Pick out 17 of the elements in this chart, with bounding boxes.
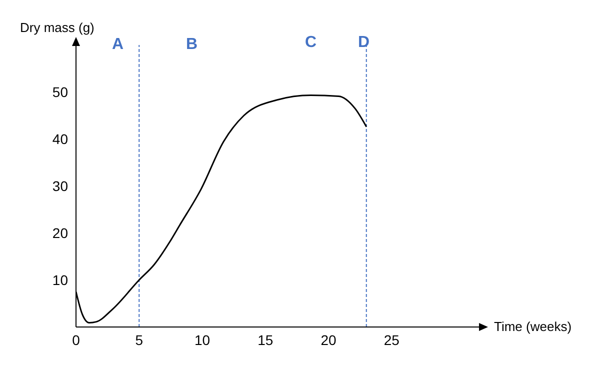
annotation: A xyxy=(112,36,124,54)
y-axis-title: Dry mass (g) xyxy=(20,20,94,35)
x-tick-label: 20 xyxy=(320,332,336,348)
y-tick-label: 50 xyxy=(52,84,68,100)
x-tick-label: 10 xyxy=(194,332,210,348)
annotation: D xyxy=(358,34,370,52)
y-tick-label: 30 xyxy=(52,178,68,194)
annotation: B xyxy=(186,36,198,54)
x-tick-label: 0 xyxy=(72,332,80,348)
annotation: C xyxy=(305,34,317,52)
y-tick-label: 20 xyxy=(52,224,68,241)
x-tick-label: 5 xyxy=(135,332,144,348)
y-tick-label: 10 xyxy=(52,272,68,288)
y-tick-label: 40 xyxy=(52,130,68,147)
x-axis-title: Time (weeks) xyxy=(494,319,572,334)
x-tick-label: 25 xyxy=(384,332,400,348)
x-tick-label: 15 xyxy=(258,332,274,348)
